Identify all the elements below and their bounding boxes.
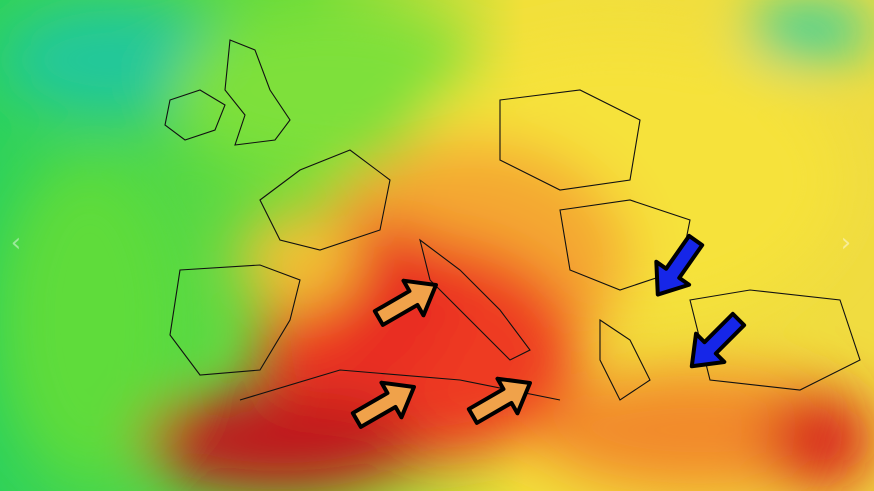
warm-arrow — [350, 380, 416, 429]
chevron-left-icon: ‹ — [10, 228, 22, 258]
chevron-right-icon: › — [840, 228, 852, 258]
cool-arrow — [689, 311, 747, 369]
warm-arrow — [372, 278, 438, 327]
carousel-next-button[interactable]: › — [834, 228, 858, 258]
carousel-prev-button[interactable]: ‹ — [4, 228, 28, 258]
warm-arrow — [466, 376, 532, 425]
cool-arrow — [654, 233, 705, 297]
